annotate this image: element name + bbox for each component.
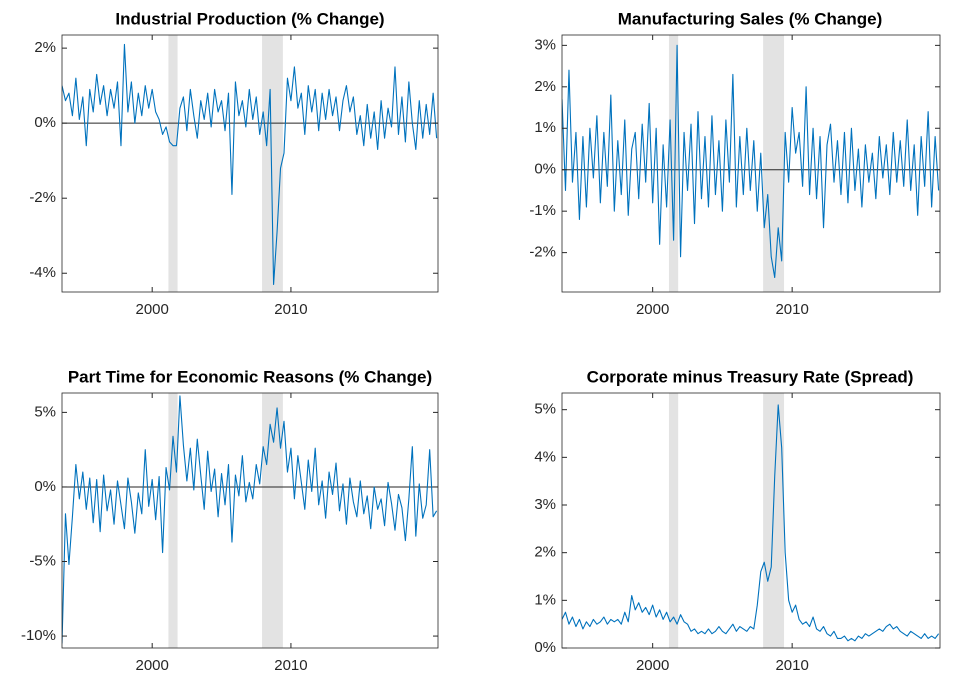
- x-tick-label: 2010: [274, 657, 307, 674]
- x-tick-label: 2010: [775, 657, 808, 674]
- y-tick-label: 0%: [534, 639, 556, 656]
- x-tick-label: 2000: [636, 657, 669, 674]
- data-line: [62, 395, 438, 644]
- plot-area: [62, 393, 438, 648]
- y-tick-label: 0%: [34, 114, 56, 131]
- axes-frame: [61, 34, 439, 293]
- x-tick-label: 2010: [274, 301, 307, 318]
- x-tick-label: 2000: [636, 301, 669, 318]
- y-tick-label: 0%: [34, 478, 56, 495]
- x-tick-label: 2000: [135, 301, 168, 318]
- y-tick-label: 2%: [534, 544, 556, 561]
- y-tick-label: 2%: [34, 39, 56, 56]
- y-tick-label: 4%: [534, 448, 556, 465]
- plot-content: [562, 404, 940, 642]
- recession-band: [668, 35, 679, 292]
- y-tick-label: -5%: [29, 552, 56, 569]
- y-tick-label: -10%: [21, 627, 56, 644]
- y-tick-label: 1%: [534, 591, 556, 608]
- y-tick-label: 1%: [534, 119, 556, 136]
- data-line: [562, 44, 940, 279]
- plot-content: [62, 395, 438, 644]
- chart-title: Industrial Production (% Change): [115, 9, 384, 28]
- recession-band: [763, 35, 785, 292]
- plot-area: [562, 393, 940, 648]
- x-tick-label: 2010: [775, 301, 808, 318]
- axes-frame: [61, 392, 439, 649]
- x-tick-label: 2000: [135, 657, 168, 674]
- y-tick-label: 3%: [534, 496, 556, 513]
- y-tick-label: -1%: [529, 202, 556, 219]
- chart-title: Manufacturing Sales (% Change): [618, 9, 882, 28]
- data-line: [562, 404, 940, 642]
- y-tick-label: 0%: [534, 161, 556, 178]
- y-tick-label: -4%: [29, 264, 56, 281]
- y-tick-label: 5%: [534, 401, 556, 418]
- axes-frame: [561, 34, 941, 293]
- y-tick-label: 2%: [534, 78, 556, 95]
- recession-band: [763, 393, 785, 648]
- recession-band: [262, 393, 283, 648]
- plot-content: [62, 43, 438, 286]
- plot-area: [62, 35, 438, 292]
- subplot: -10% -5% 0% 5% 2000 2010 Part Time for Economi…: [21, 367, 439, 674]
- y-tick-label: 3%: [534, 36, 556, 53]
- y-tick-label: -2%: [29, 189, 56, 206]
- recession-band: [668, 393, 679, 648]
- y-tick-label: -2%: [529, 244, 556, 261]
- subplot: -4% -2% 0% 2% 2000 2010 Industrial Production …: [29, 9, 439, 318]
- subplot: -2% -1% 0% 1% 2% 3% 2000 2010 Manufacturing Sale…: [529, 9, 941, 318]
- plot-content: [562, 44, 940, 279]
- axes-frame: [561, 392, 941, 649]
- recession-band: [168, 35, 178, 292]
- chart-title: Part Time for Economic Reasons (% Change…: [68, 367, 432, 386]
- y-tick-label: 5%: [34, 403, 56, 420]
- recession-band: [168, 393, 178, 648]
- plot-area: [562, 35, 940, 292]
- subplot: 0% 1% 2% 3% 4% 5% 2000 2010 Corporate minus Trea…: [534, 367, 941, 674]
- chart-title: Corporate minus Treasury Rate (Spread): [587, 367, 914, 386]
- recession-band: [262, 35, 283, 292]
- data-line: [62, 43, 438, 286]
